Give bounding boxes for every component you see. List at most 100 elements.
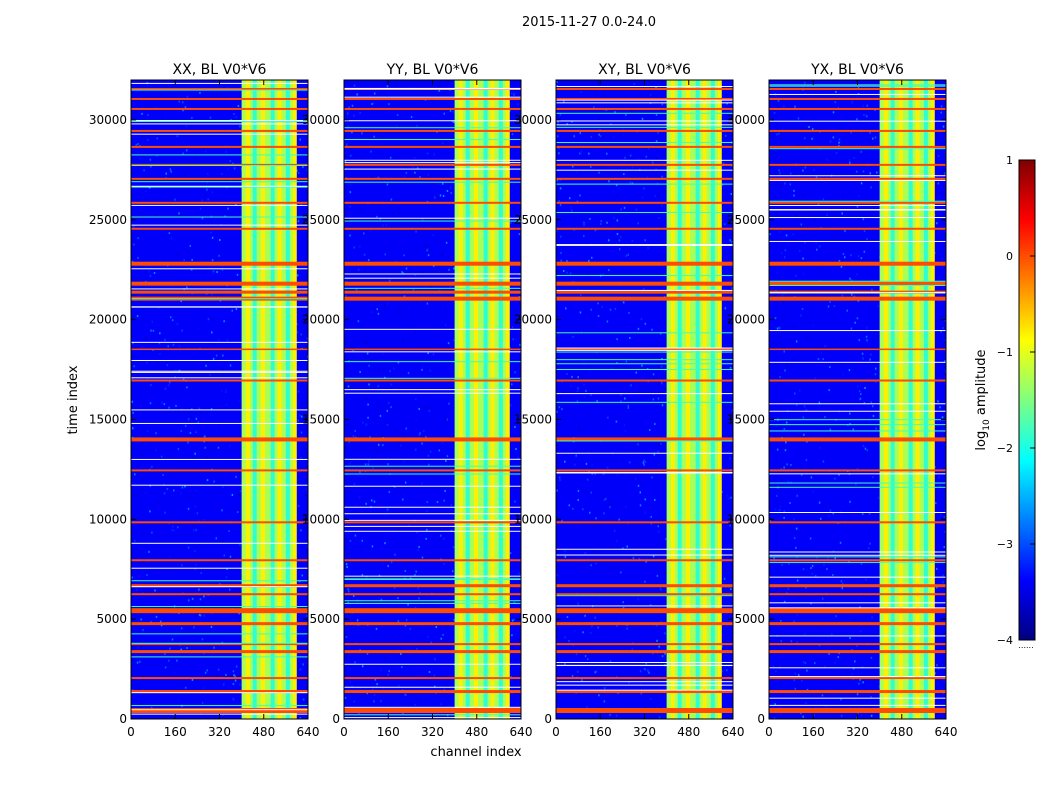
speckle xyxy=(405,249,407,252)
time-line xyxy=(131,268,308,270)
speckle xyxy=(785,421,788,424)
speckle xyxy=(445,460,447,463)
speckle xyxy=(727,588,729,591)
speckle xyxy=(597,519,600,522)
speckle xyxy=(394,511,396,514)
speckle xyxy=(585,462,588,465)
speckle xyxy=(849,500,851,503)
speckle xyxy=(401,554,403,557)
y-tick-label: 0 xyxy=(544,712,552,726)
speckle xyxy=(624,397,626,400)
speckle xyxy=(181,564,183,567)
speckle xyxy=(650,393,653,396)
speckle xyxy=(608,180,610,183)
speckle xyxy=(934,252,936,255)
speckle xyxy=(435,529,438,532)
speckle xyxy=(151,687,154,690)
speckle xyxy=(851,532,854,535)
speckle xyxy=(661,518,663,521)
speckle xyxy=(400,311,403,314)
speckle xyxy=(573,629,576,632)
speckle xyxy=(860,257,863,260)
speckle xyxy=(853,157,855,160)
speckle xyxy=(840,265,843,268)
speckle xyxy=(795,214,798,217)
flagged-time-band xyxy=(344,437,521,442)
speckle xyxy=(773,111,776,114)
speckle xyxy=(590,125,592,128)
speckle xyxy=(398,213,400,216)
speckle xyxy=(819,239,821,242)
speckle xyxy=(519,618,521,621)
time-line xyxy=(556,275,733,277)
speckle xyxy=(345,635,348,638)
speckle xyxy=(573,135,576,138)
flagged-time-band xyxy=(344,201,521,204)
time-line xyxy=(131,154,308,156)
flagged-time-band xyxy=(131,227,308,230)
rfi-channel-stripe xyxy=(930,80,935,719)
speckle xyxy=(940,111,942,114)
speckle xyxy=(832,136,835,139)
speckle xyxy=(557,146,560,149)
speckle xyxy=(163,403,166,406)
speckle xyxy=(813,481,815,484)
flagged-time-band xyxy=(769,129,946,132)
speckle xyxy=(201,588,204,591)
speckle xyxy=(640,484,643,487)
speckle xyxy=(869,542,871,545)
flagged-time-band xyxy=(556,87,733,90)
speckle xyxy=(609,713,611,716)
speckle xyxy=(838,259,841,262)
speckle xyxy=(373,434,375,437)
speckle xyxy=(622,644,624,647)
speckle xyxy=(383,367,385,370)
speckle xyxy=(359,158,362,161)
speckle xyxy=(302,698,305,701)
speckle xyxy=(846,319,848,322)
rfi-channel-stripe xyxy=(710,80,715,719)
speckle xyxy=(228,271,230,274)
speckle xyxy=(179,474,182,477)
speckle xyxy=(618,518,620,521)
speckle xyxy=(511,619,514,622)
speckle xyxy=(348,590,350,593)
speckle xyxy=(302,663,304,666)
speckle xyxy=(789,183,792,186)
speckle xyxy=(428,152,431,155)
speckle xyxy=(823,516,825,519)
speckle xyxy=(414,574,416,577)
speckle xyxy=(225,403,228,406)
speckle xyxy=(621,470,623,473)
speckle xyxy=(595,517,597,520)
speckle xyxy=(650,515,653,518)
speckle xyxy=(855,618,857,621)
speckle xyxy=(238,612,240,615)
speckle xyxy=(189,431,192,434)
y-axis-label: time index xyxy=(66,365,81,434)
speckle xyxy=(186,386,188,389)
speckle xyxy=(356,93,358,96)
time-line xyxy=(769,697,946,699)
speckle xyxy=(722,602,725,605)
speckle xyxy=(869,421,871,424)
speckle xyxy=(222,485,224,488)
speckle xyxy=(427,352,429,355)
speckle xyxy=(360,208,363,211)
speckle xyxy=(622,485,624,488)
speckle xyxy=(772,665,775,668)
speckle xyxy=(209,498,212,501)
flagged-time-band xyxy=(344,348,521,351)
colorbar-tick-label: −4 xyxy=(997,634,1013,647)
speckle xyxy=(225,162,227,165)
speckle xyxy=(566,615,569,618)
speckle xyxy=(618,248,621,251)
speckle xyxy=(783,516,785,519)
speckle xyxy=(452,110,454,113)
speckle xyxy=(173,238,176,241)
speckle xyxy=(859,388,862,391)
speckle xyxy=(433,116,436,119)
speckle xyxy=(445,141,447,144)
speckle xyxy=(865,578,867,581)
y-tick-label: 0 xyxy=(757,712,765,726)
